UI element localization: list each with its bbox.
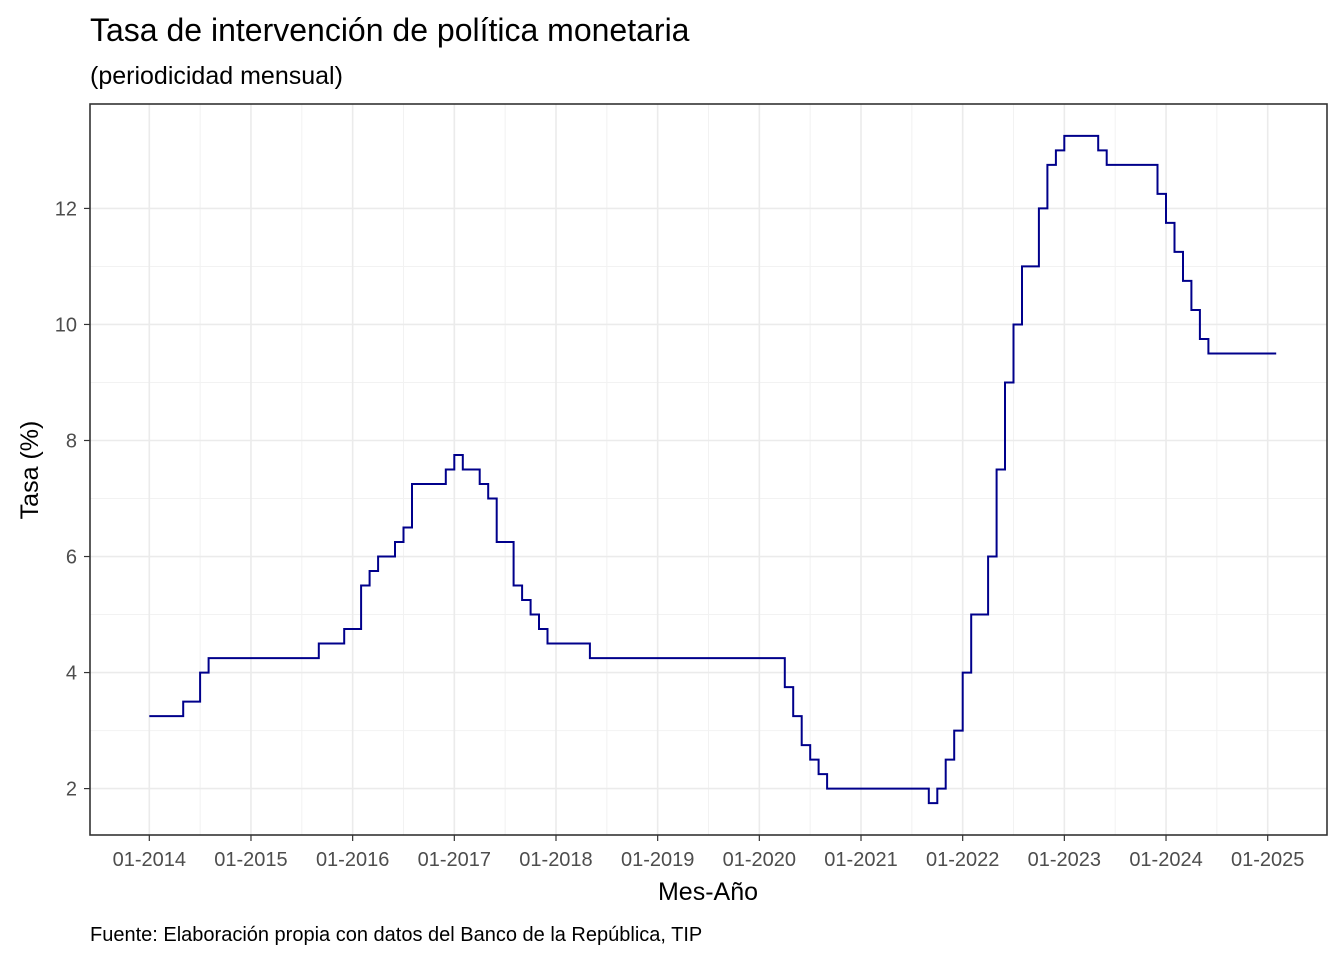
- plot-panel-border: [89, 103, 1328, 836]
- x-tick-label: 01-2024: [1129, 849, 1202, 871]
- chart-title: Tasa de intervención de política monetar…: [90, 12, 690, 48]
- major-gridlines: [90, 104, 1327, 835]
- y-tick-label: 6: [66, 547, 77, 569]
- x-tick-label: 01-2021: [824, 849, 897, 871]
- x-tick-label: 01-2014: [113, 849, 186, 871]
- y-tick-label: 4: [66, 663, 77, 685]
- x-tick-label: 01-2015: [214, 849, 287, 871]
- chart-subtitle: (periodicidad mensual): [90, 62, 343, 90]
- chart-caption: Fuente: Elaboración propia con datos del…: [90, 924, 702, 946]
- x-axis: 01-2014 01-2015 01-2016 01-2017 01-2018 01-20…: [113, 835, 1304, 871]
- x-tick-label: 01-2016: [316, 849, 389, 871]
- x-tick-label: 01-2017: [418, 849, 491, 871]
- y-axis: 2 4 6 8 10 12: [55, 198, 90, 801]
- y-tick-label: 2: [66, 779, 77, 801]
- y-tick-label: 10: [55, 314, 77, 336]
- x-tick-label: 01-2022: [926, 849, 999, 871]
- x-tick-label: 01-2018: [519, 849, 592, 871]
- y-axis-title: Tasa (%): [16, 421, 44, 520]
- minor-gridlines: [90, 104, 1327, 835]
- y-tick-label: 8: [66, 430, 77, 452]
- x-tick-label: 01-2023: [1028, 849, 1101, 871]
- x-tick-label: 01-2025: [1231, 849, 1304, 871]
- x-tick-label: 01-2019: [621, 849, 694, 871]
- x-axis-title: Mes-Año: [658, 878, 758, 906]
- y-tick-label: 12: [55, 198, 77, 220]
- series-line: [149, 134, 1277, 805]
- x-tick-label: 01-2020: [723, 849, 796, 871]
